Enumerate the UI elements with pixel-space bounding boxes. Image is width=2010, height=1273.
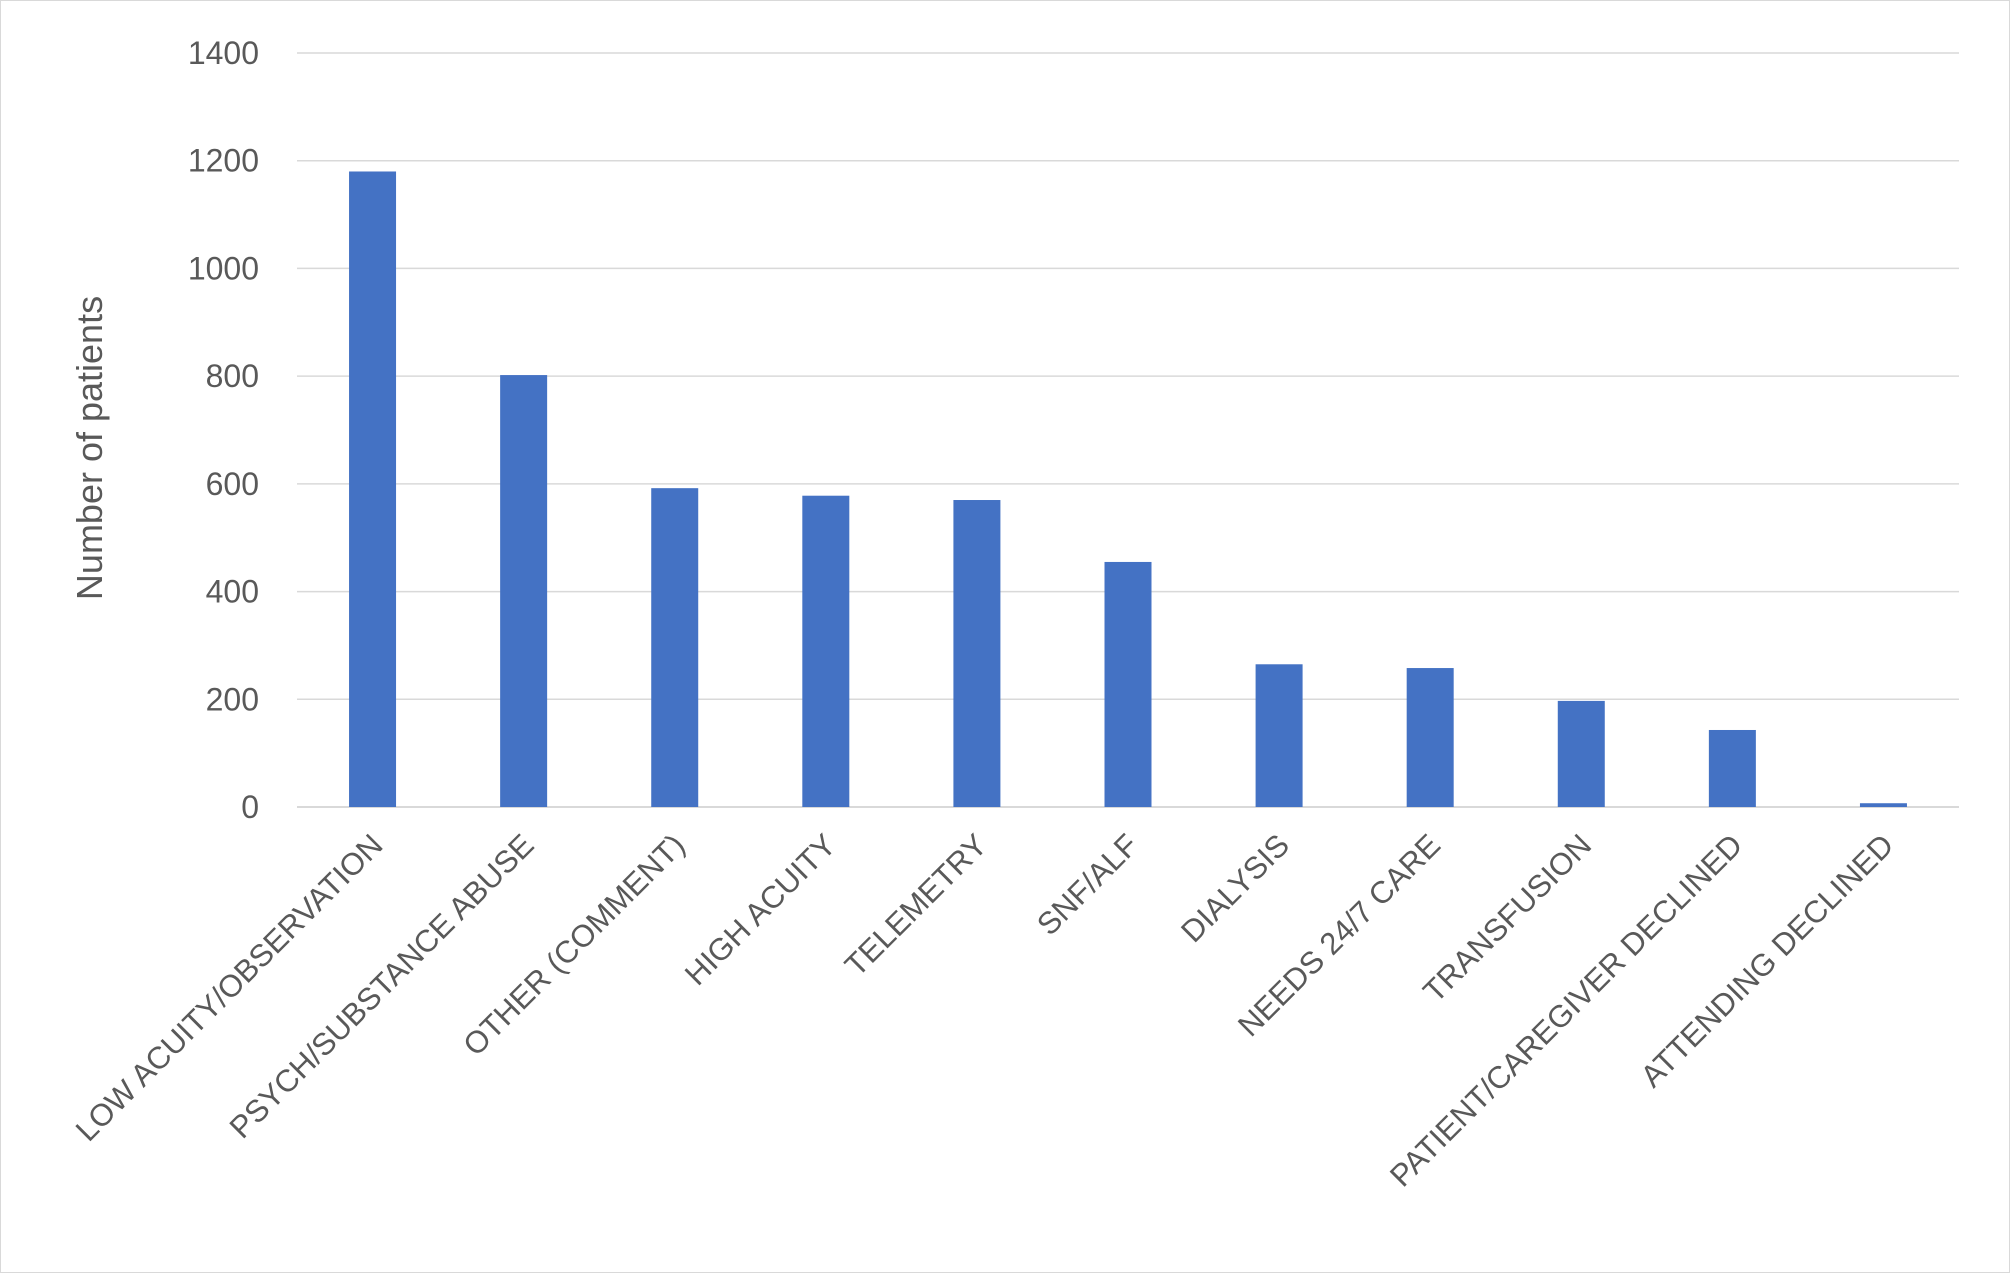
bar	[953, 500, 1001, 807]
bar	[349, 171, 397, 807]
y-tick-label: 1200	[188, 143, 259, 179]
bar	[651, 488, 699, 807]
y-tick-label: 0	[241, 789, 259, 825]
x-tick-label: ATTENDING DECLINED	[1634, 827, 1901, 1094]
x-tick-label: LOW ACUITY/OBSERVATION	[69, 827, 390, 1148]
x-tick-label: PSYCH/SUBSTANCE ABUSE	[223, 827, 541, 1145]
y-tick-label: 800	[206, 358, 259, 394]
bar	[1859, 803, 1907, 807]
y-tick-label: 600	[206, 466, 259, 502]
y-tick-label: 400	[206, 574, 259, 610]
x-tick-label: TELEMETRY	[838, 827, 994, 983]
y-tick-label: 1400	[188, 35, 259, 71]
y-axis-title: Number of patients	[69, 296, 110, 600]
bar	[1406, 668, 1454, 807]
y-tick-label: 200	[206, 681, 259, 717]
bars	[349, 171, 1907, 807]
bar	[1104, 561, 1152, 807]
bar	[802, 495, 850, 807]
y-axis-ticks: 0 200 400 600 800 1000 1200 1400	[188, 35, 259, 825]
bar	[1557, 700, 1605, 807]
bar	[1708, 729, 1756, 807]
x-tick-label: DIALYSIS	[1174, 827, 1296, 949]
x-tick-label: HIGH ACUITY	[678, 827, 843, 992]
bar	[500, 375, 548, 807]
bar	[1255, 664, 1303, 807]
gridlines	[297, 52, 1959, 808]
y-tick-label: 1000	[188, 250, 259, 286]
x-tick-label: SNF/ALF	[1030, 827, 1145, 942]
